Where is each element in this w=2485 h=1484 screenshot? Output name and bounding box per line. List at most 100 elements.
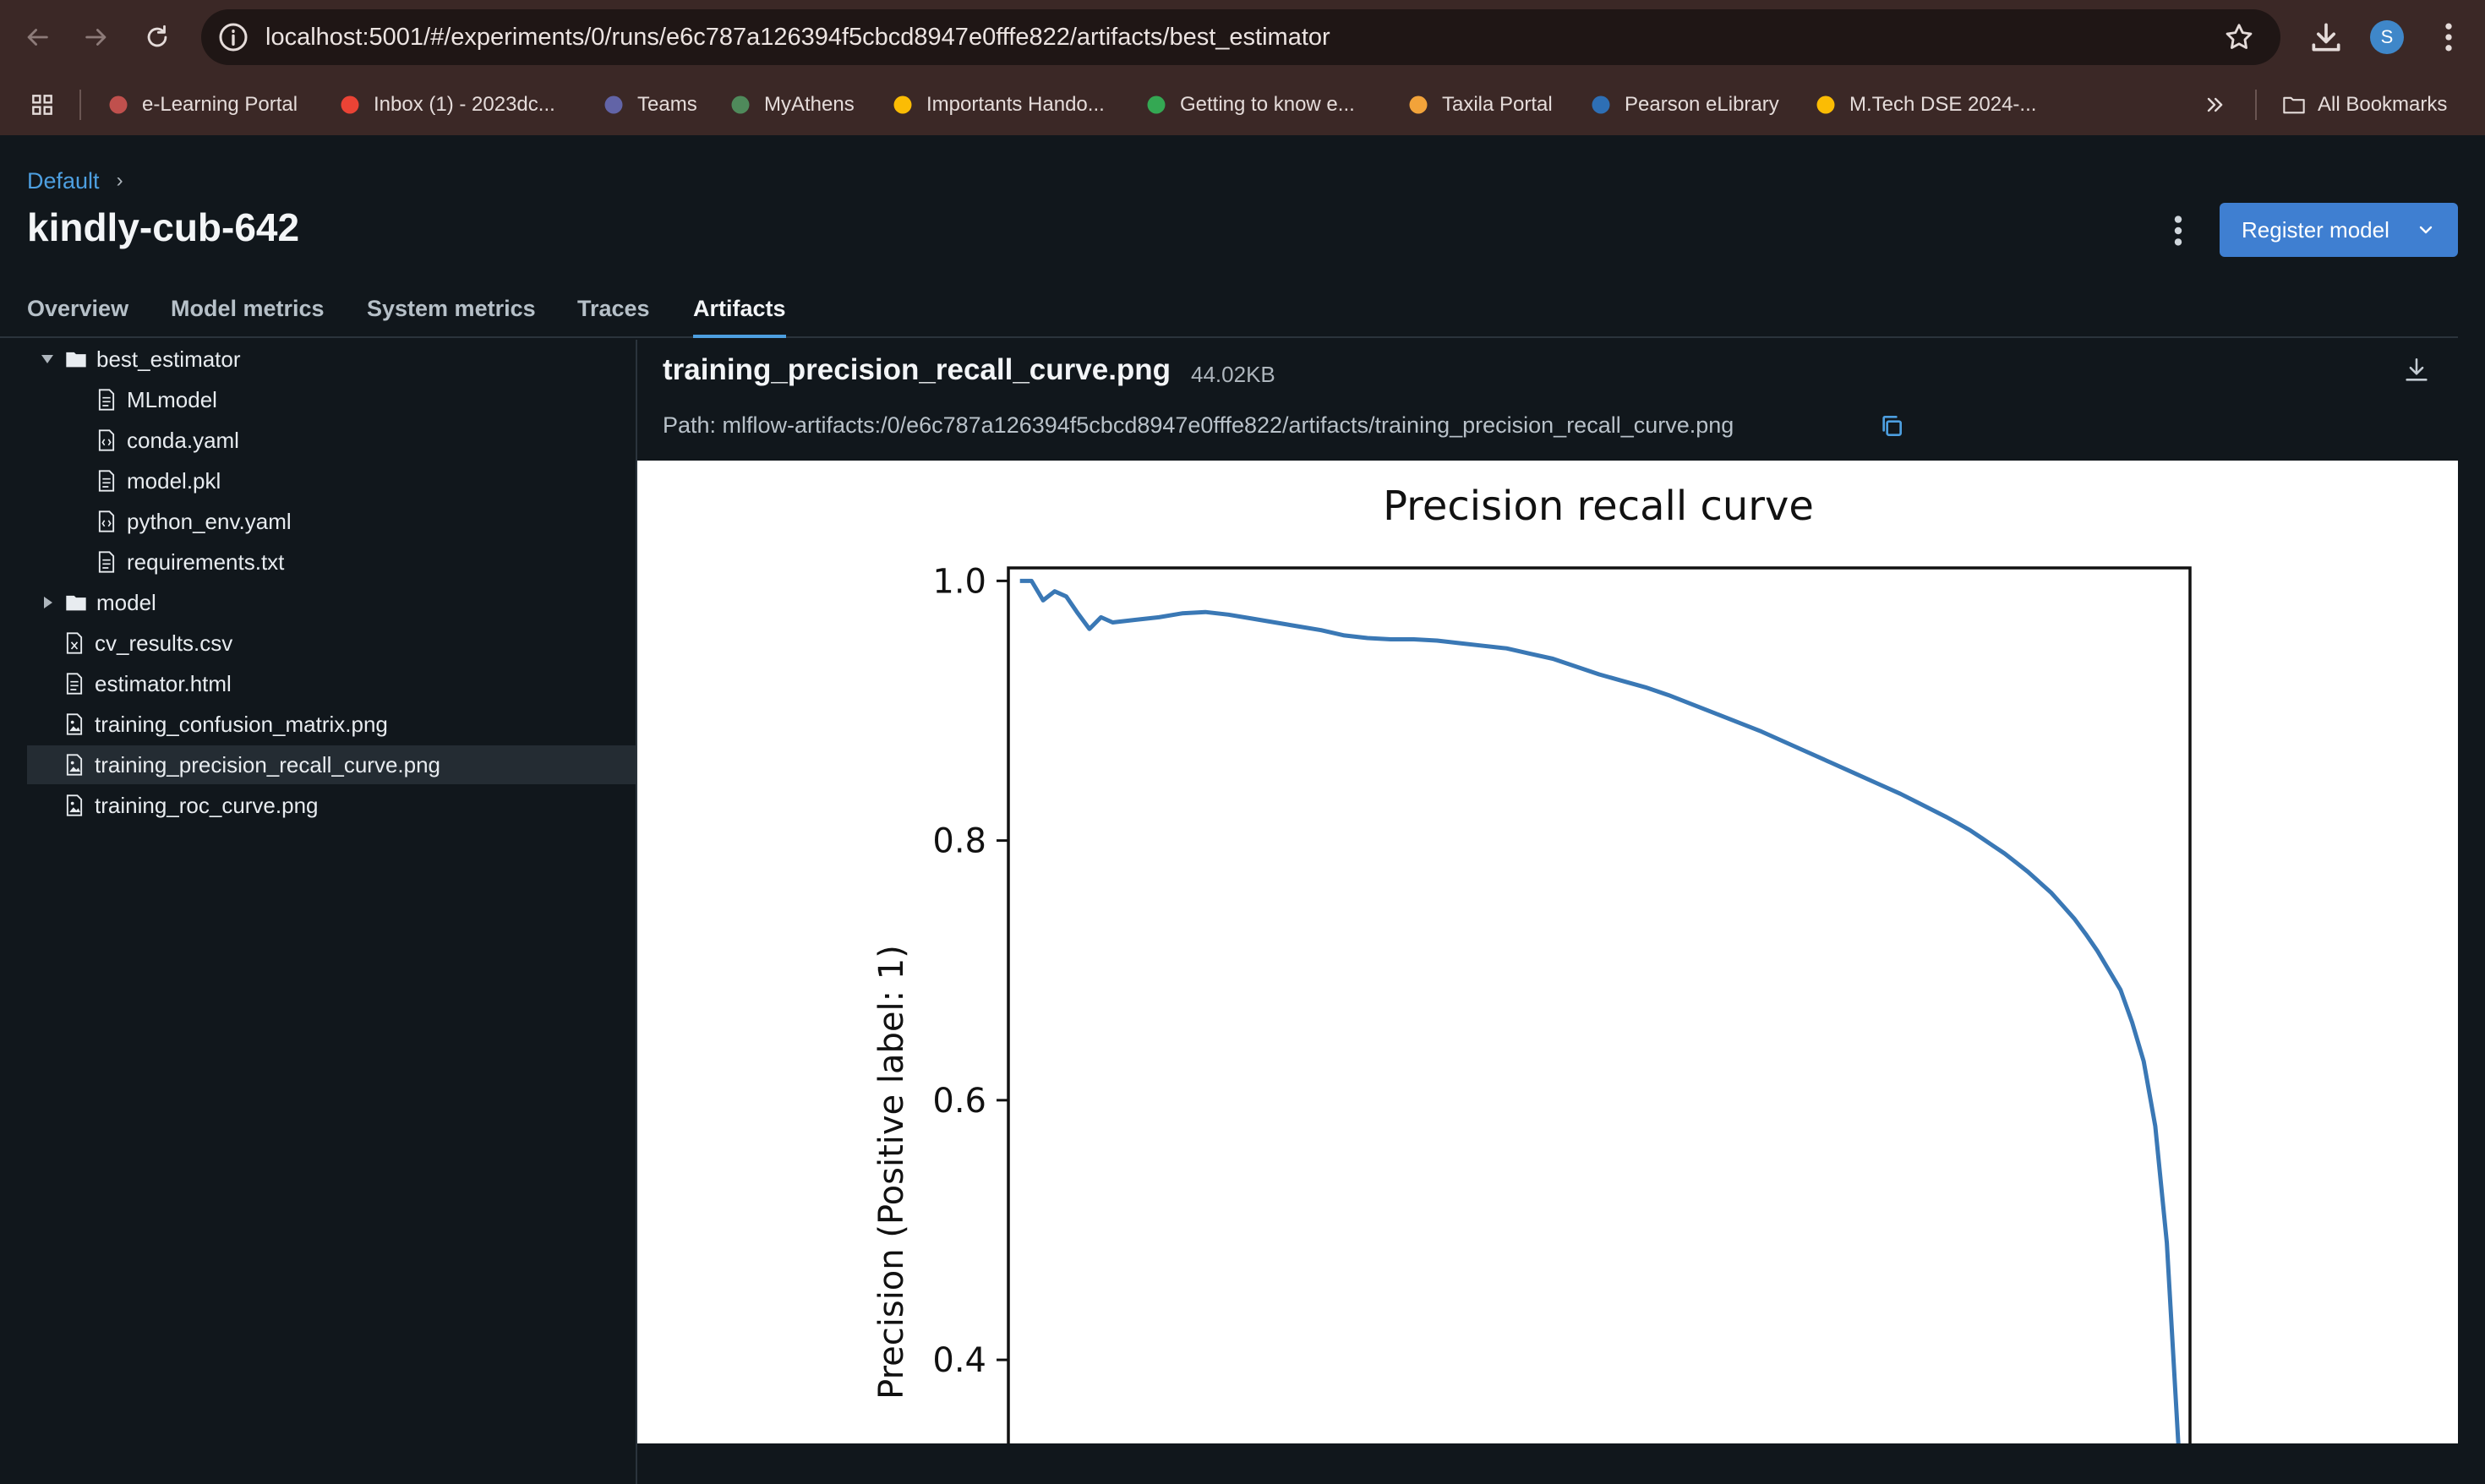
bookmark-item[interactable]: MyAthens [729, 74, 855, 135]
site-info-icon[interactable] [216, 20, 250, 54]
caret-down-icon[interactable] [39, 351, 56, 368]
artifact-path: Path: mlflow-artifacts:/0/e6c787a126394f… [663, 412, 1734, 438]
tab-overview[interactable]: Overview [27, 296, 129, 321]
code-file-icon [98, 510, 115, 532]
bookmark-item[interactable]: Teams [602, 74, 697, 135]
y-tick-label: 0.4 [932, 1341, 986, 1380]
tree-item-label: model.pkl [127, 468, 221, 494]
sheets-icon [1144, 93, 1168, 117]
apps-button[interactable] [29, 74, 56, 135]
tree-file[interactable]: cv_results.csv [27, 624, 636, 663]
tree-item-label: requirements.txt [127, 549, 285, 575]
breadcrumb: Default › [27, 166, 123, 196]
tree-file[interactable]: requirements.txt [27, 543, 636, 581]
bookmark-label: Taxila Portal [1442, 93, 1553, 116]
address-bar[interactable]: localhost:5001/#/experiments/0/runs/e6c7… [201, 9, 2280, 65]
tree-file[interactable]: training_roc_curve.png [27, 786, 636, 825]
tree-item-label: cv_results.csv [95, 630, 233, 656]
bookmark-label: Getting to know e... [1180, 93, 1355, 116]
tab-traces[interactable]: Traces [577, 296, 650, 321]
tree-file[interactable]: MLmodel [27, 380, 636, 419]
pane-divider[interactable] [636, 340, 637, 1484]
tree-file[interactable]: training_precision_recall_curve.png [27, 745, 636, 784]
browser-chrome: localhost:5001/#/experiments/0/runs/e6c7… [0, 0, 2485, 135]
tab-model-metrics[interactable]: Model metrics [171, 296, 325, 321]
reload-icon [147, 25, 167, 47]
tree-file[interactable]: conda.yaml [27, 421, 636, 460]
bookmark-label: Importants Hando... [926, 93, 1105, 116]
artifact-file-name: training_precision_recall_curve.png [663, 353, 1172, 386]
downloads-icon[interactable] [2308, 19, 2345, 56]
more-options-icon[interactable] [2164, 211, 2193, 250]
y-tick-label: 1.0 [932, 562, 986, 601]
taxila-icon [1406, 93, 1430, 117]
folder-icon [66, 595, 86, 611]
tab-artifacts[interactable]: Artifacts [693, 296, 786, 338]
folder-icon [66, 352, 86, 368]
tree-folder[interactable]: best_estimator [27, 340, 636, 379]
plot-area [1019, 578, 2181, 1443]
breadcrumb-default-link[interactable]: Default [27, 167, 100, 194]
artifact-tree: best_estimator MLmodel conda.yaml model.pkl… [27, 340, 636, 1484]
precision-recall-series-line [1019, 578, 2181, 1443]
copy-path-icon[interactable] [1878, 412, 1905, 439]
tree-folder[interactable]: model [27, 583, 636, 622]
more-bookmarks-button[interactable] [2203, 74, 2226, 135]
url-text[interactable]: localhost:5001/#/experiments/0/runs/e6c7… [265, 24, 1330, 51]
image-file-icon [66, 713, 83, 735]
image-preview: Precision recall curve Precision (Positi… [637, 461, 2458, 1443]
precision-recall-chart: Precision recall curve Precision (Positi… [872, 483, 2192, 1443]
bookmark-item[interactable]: M.Tech DSE 2024-... [1814, 74, 2036, 135]
chevron-down-icon [2419, 226, 2433, 234]
browser-menu-icon[interactable] [2434, 19, 2463, 56]
all-bookmarks-button[interactable]: All Bookmarks [2282, 74, 2447, 135]
tree-item-label: training_precision_recall_curve.png [95, 752, 441, 777]
code-file-icon [98, 429, 115, 451]
chart-title: Precision recall curve [1383, 483, 1814, 530]
page-title: kindly-cub-642 [27, 205, 300, 249]
tree-file[interactable]: training_confusion_matrix.png [27, 705, 636, 744]
file-icon [66, 673, 83, 695]
back-arrow-icon [27, 29, 48, 46]
file-icon [98, 389, 115, 411]
drive-icon [891, 93, 915, 117]
bookmark-item[interactable]: Taxila Portal [1406, 74, 1553, 135]
tree-item-label: conda.yaml [127, 428, 239, 453]
bookmark-item[interactable]: Pearson eLibrary [1589, 74, 1779, 135]
tree-item-label: MLmodel [127, 387, 217, 412]
bookmark-label: Pearson eLibrary [1625, 93, 1779, 116]
bookmark-star-icon[interactable] [2223, 21, 2255, 53]
pearson-icon [1589, 93, 1613, 117]
bookmark-label: MyAthens [764, 93, 855, 116]
download-artifact-icon[interactable] [2402, 355, 2431, 385]
tree-file[interactable]: python_env.yaml [27, 502, 636, 541]
profile-avatar[interactable]: S [2370, 20, 2404, 54]
forward-button[interactable] [78, 19, 115, 56]
bookmark-item[interactable]: Getting to know e... [1144, 74, 1355, 135]
file-icon [98, 551, 115, 573]
bookmark-label: M.Tech DSE 2024-... [1849, 93, 2037, 116]
gmail-icon [338, 93, 362, 117]
bookmarks-separator [2255, 90, 2257, 120]
file-icon [98, 470, 115, 492]
bookmark-label: e-Learning Portal [142, 93, 298, 116]
folder-icon [2282, 93, 2306, 117]
tree-file[interactable]: estimator.html [27, 664, 636, 703]
image-file-icon [66, 794, 83, 816]
register-model-button[interactable]: Register model [2220, 203, 2458, 257]
run-tabs: Overview Model metrics System metrics Tr… [0, 287, 2458, 338]
tree-file[interactable]: model.pkl [27, 461, 636, 500]
bookmark-item[interactable]: Importants Hando... [891, 74, 1105, 135]
bookmark-item[interactable]: e-Learning Portal [106, 74, 298, 135]
bookmark-label: Inbox (1) - 2023dc... [374, 93, 555, 116]
register-model-label: Register model [2242, 216, 2389, 243]
shield-logo-icon [106, 93, 130, 117]
bookmark-label: Teams [637, 93, 697, 116]
tab-system-metrics[interactable]: System metrics [367, 296, 536, 321]
caret-right-icon[interactable] [39, 594, 56, 611]
all-bookmarks-label: All Bookmarks [2318, 93, 2448, 116]
chart-y-axis-label: Precision (Positive label: 1) [872, 945, 911, 1399]
reload-button[interactable] [139, 19, 176, 56]
back-button[interactable] [19, 19, 56, 56]
bookmark-item[interactable]: Inbox (1) - 2023dc... [338, 74, 555, 135]
